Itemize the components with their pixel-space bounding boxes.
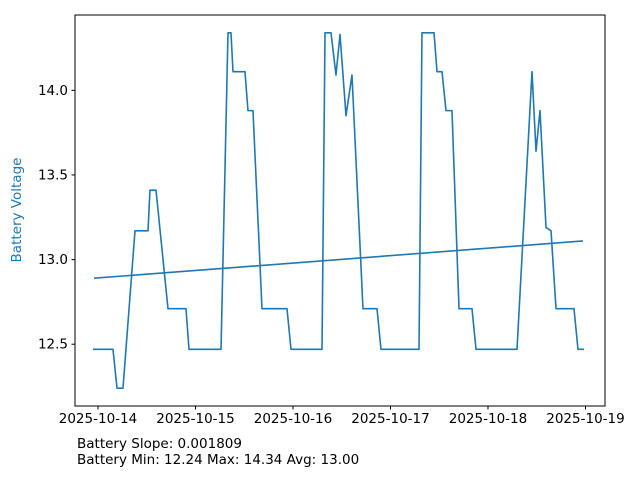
x-tick-label: 2025-10-18: [449, 411, 527, 427]
trend-line: [93, 240, 584, 280]
battery-slope-text: Battery Slope: 0.001809: [77, 436, 242, 452]
y-axis-label: Battery Voltage: [9, 158, 25, 263]
battery-voltage: [93, 31, 584, 390]
x-tick-label: 2025-10-17: [351, 411, 429, 427]
battery-stats-text: Battery Min: 12.24 Max: 14.34 Avg: 13.00: [77, 452, 359, 468]
y-axis-ticks: 12.5 13.0 13.5 14.0: [38, 83, 75, 353]
x-axis-ticks: 2025-10-14 2025-10-15 2025-10-16 2025-10-17…: [59, 406, 625, 427]
x-tick-label: 2025-10-15: [156, 411, 234, 427]
x-tick-label: 2025-10-16: [254, 411, 332, 427]
x-tick-label: 2025-10-19: [546, 411, 624, 427]
data-series: [93, 31, 584, 390]
y-tick-label: 13.5: [38, 167, 68, 183]
y-tick-label: 12.5: [38, 337, 68, 353]
y-tick-label: 14.0: [38, 83, 68, 99]
y-tick-label: 13.0: [38, 252, 68, 268]
x-tick-label: 2025-10-14: [59, 411, 137, 427]
plot-frame: [74, 14, 606, 407]
